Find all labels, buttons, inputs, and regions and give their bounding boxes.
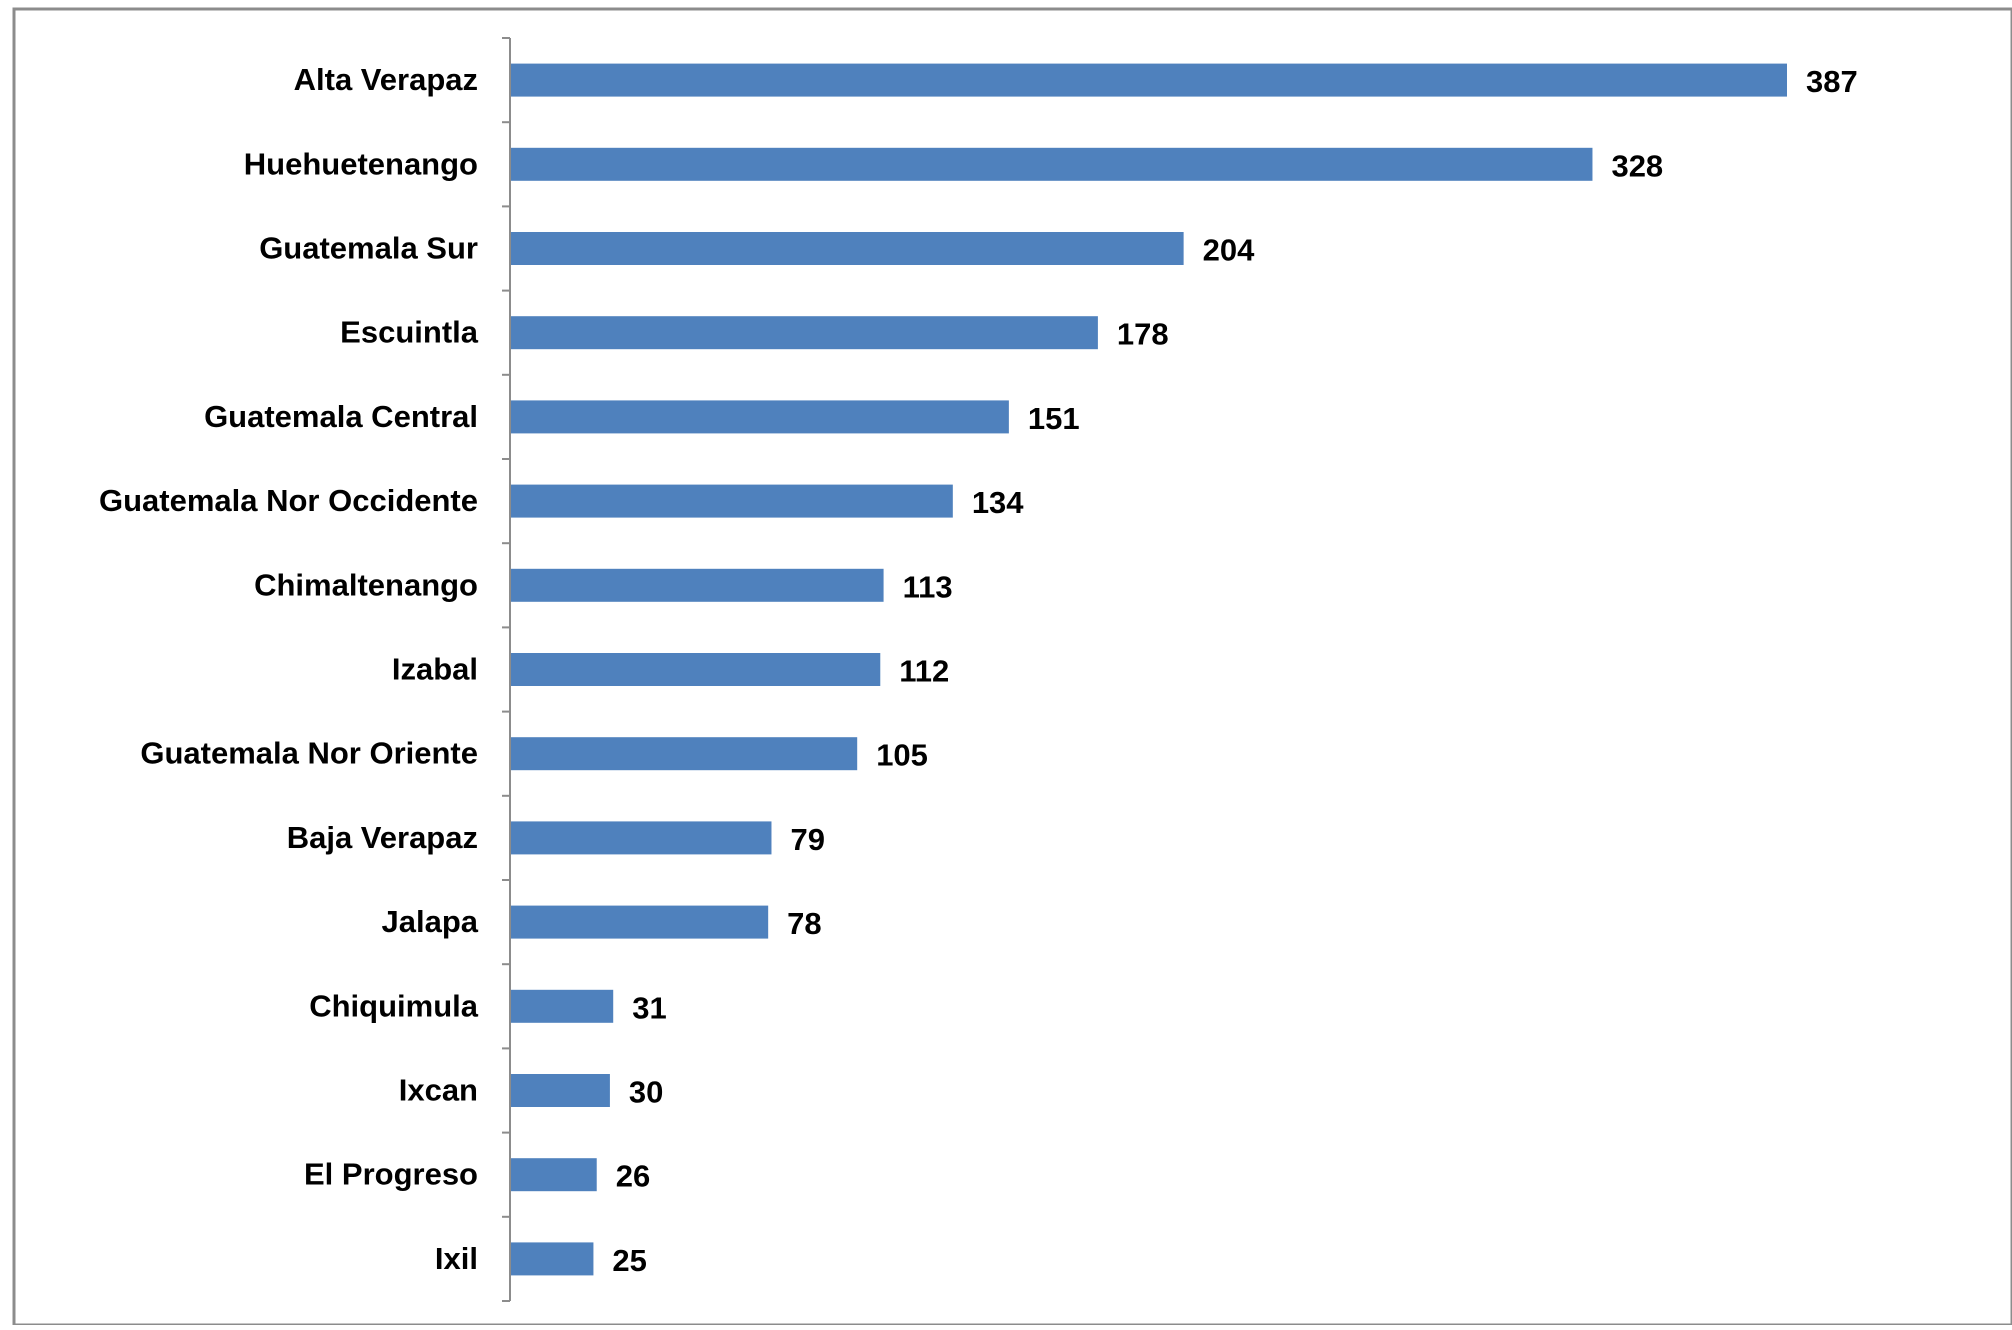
data-label: 204 xyxy=(1203,233,1255,268)
category-label: Chiquimula xyxy=(309,988,479,1023)
bar xyxy=(511,989,614,1023)
bar xyxy=(511,737,858,771)
category-label: Escuintla xyxy=(340,315,479,350)
data-label: 31 xyxy=(632,990,666,1025)
bar xyxy=(511,147,1593,181)
data-label: 30 xyxy=(629,1075,663,1110)
bar xyxy=(511,821,772,855)
category-label: Guatemala Sur xyxy=(259,231,478,266)
category-label: Guatemala Nor Occidente xyxy=(99,483,478,518)
data-label: 105 xyxy=(876,738,928,773)
data-label: 134 xyxy=(972,485,1024,520)
category-label: Ixcan xyxy=(399,1073,478,1108)
bar xyxy=(511,1158,597,1192)
bar xyxy=(511,653,881,686)
bar xyxy=(511,400,1009,434)
category-label: Chimaltenango xyxy=(254,567,478,602)
category-label: Baja Verapaz xyxy=(287,820,478,855)
data-label: 387 xyxy=(1806,64,1858,99)
data-label: 151 xyxy=(1028,401,1080,436)
category-label: Jalapa xyxy=(381,904,478,939)
data-label: 26 xyxy=(616,1159,650,1194)
data-label: 25 xyxy=(612,1243,646,1278)
data-label: 79 xyxy=(790,822,824,857)
label-layer: Alta Verapaz 387 Huehuetenango 328 Guatemala… xyxy=(99,62,1858,1278)
bar xyxy=(511,232,1184,265)
bar xyxy=(511,568,884,602)
bar xyxy=(511,905,769,939)
data-label: 78 xyxy=(787,906,821,941)
bar xyxy=(511,1074,610,1107)
category-label: Guatemala Central xyxy=(204,399,478,434)
category-label: Izabal xyxy=(392,652,478,687)
chart-border xyxy=(12,7,2012,1327)
bar xyxy=(511,316,1098,350)
axis-layer xyxy=(502,37,511,1302)
data-label: 113 xyxy=(903,569,953,604)
data-label: 328 xyxy=(1611,148,1663,183)
bar xyxy=(511,1242,594,1276)
bar xyxy=(511,63,1787,97)
category-label: Ixil xyxy=(435,1241,478,1276)
data-label: 178 xyxy=(1117,317,1169,352)
category-label: Guatemala Nor Oriente xyxy=(140,736,478,771)
bar xyxy=(511,484,953,518)
category-label: El Progreso xyxy=(304,1157,478,1192)
category-label: Alta Verapaz xyxy=(294,62,478,97)
data-label: 112 xyxy=(899,654,949,689)
category-label: Huehuetenango xyxy=(244,146,478,181)
bar-layer xyxy=(511,63,1787,1276)
